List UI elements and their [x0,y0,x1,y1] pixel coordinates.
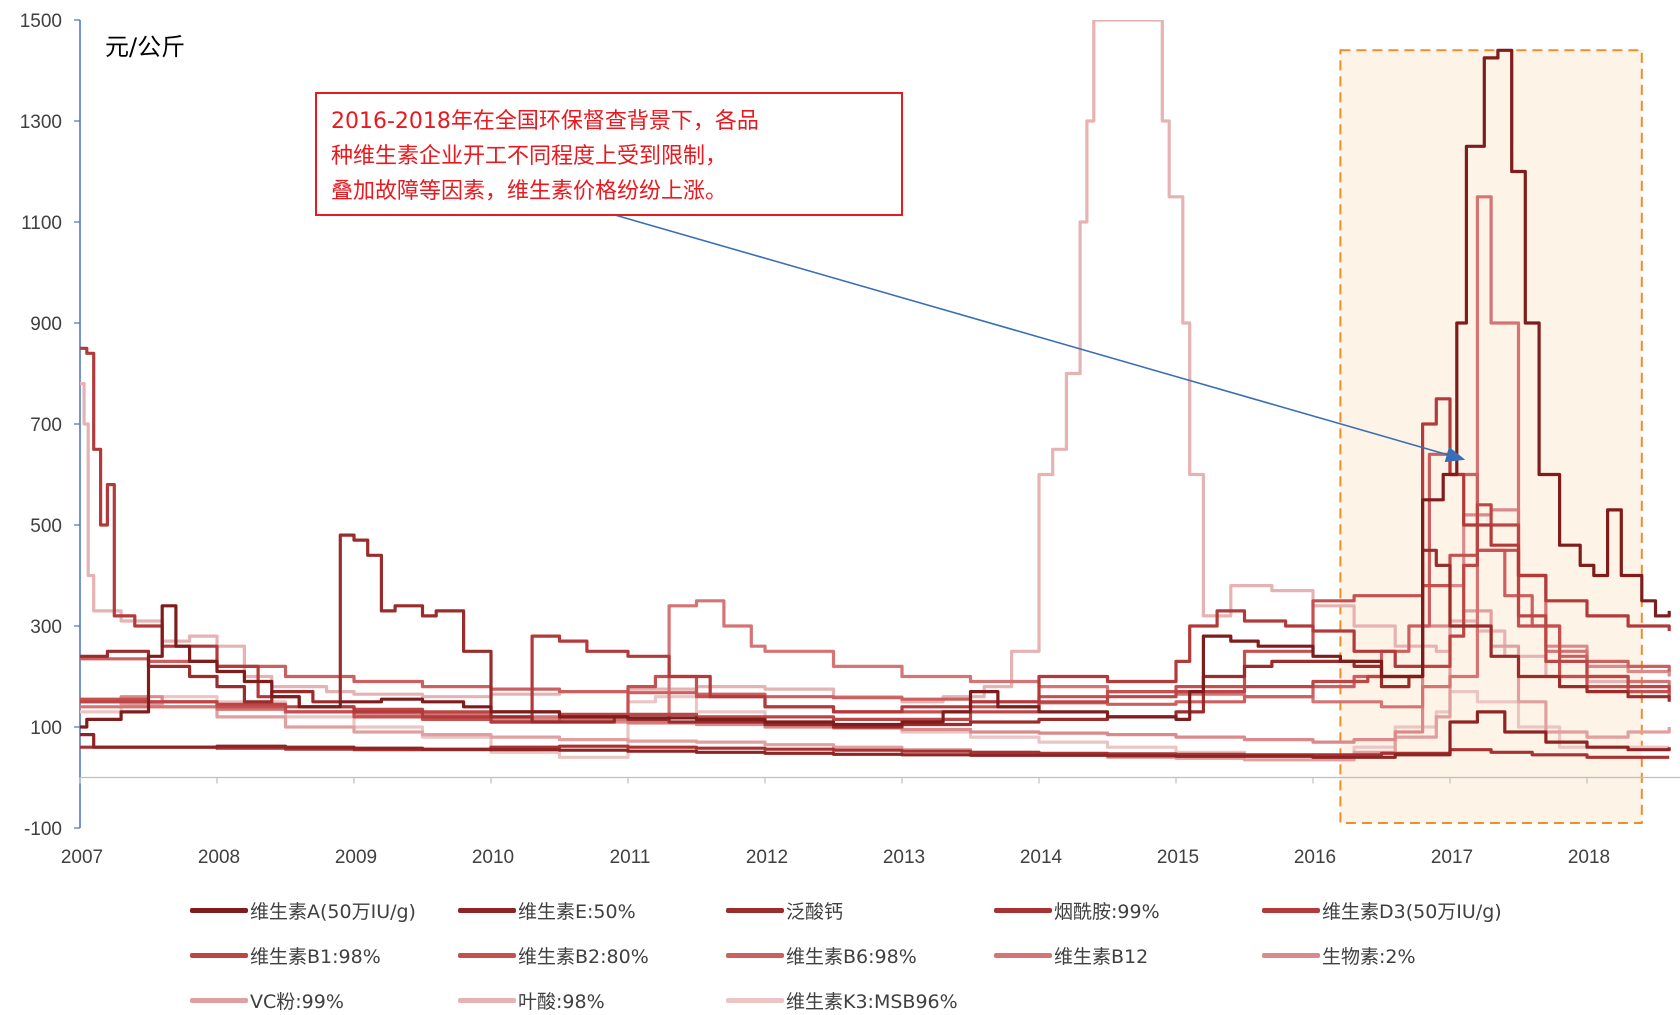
legend-swatch [458,952,516,958]
legend-label: 维生素K3:MSB96% [786,990,958,1013]
legend-swatch [190,907,248,913]
legend-label: 生物素:2% [1322,945,1416,968]
legend-swatch [1262,952,1320,958]
series-line [80,48,1671,729]
legend-item: VC粉:99% [190,985,344,1015]
x-tick-label: 2010 [472,847,514,868]
annotation-callout: 2016-2018年在全国环保督查背景下，各品 种维生素企业开工不同程度上受到限… [315,92,903,216]
series-line [80,452,1671,706]
highlight-box [1339,49,1643,824]
x-tick-label: 2016 [1294,847,1336,868]
legend-item: 维生素E:50% [458,895,636,925]
y-tick-label: 700 [30,415,62,436]
legend-label: 维生素E:50% [518,900,636,923]
legend-swatch [1262,907,1320,913]
legend-item: 生物素:2% [1262,940,1416,970]
y-tick-label: 1100 [21,213,62,234]
y-tick-label: 500 [30,516,62,537]
legend-label: 维生素B6:98% [786,945,917,968]
legend-item: 泛酸钙 [726,895,843,925]
legend-label: 维生素B2:80% [518,945,649,968]
x-tick-label: 2007 [61,847,103,868]
x-tick-label: 2015 [1157,847,1199,868]
legend-label: 维生素D3(50万IU/g) [1322,900,1502,923]
x-tick-label: 2017 [1431,847,1473,868]
x-tick-label: 2014 [1020,847,1063,868]
legend-swatch [994,907,1052,913]
y-axis-unit-label: 元/公斤 [105,33,185,61]
x-tick-label: 2009 [335,847,377,868]
y-tick-label: 300 [30,617,62,638]
legend-item: 叶酸:98% [458,985,605,1015]
y-tick-label: 1500 [20,11,62,32]
legend-item: 维生素D3(50万IU/g) [1262,895,1502,925]
y-tick-label: 900 [30,314,62,335]
legend-label: 维生素B1:98% [250,945,381,968]
x-tick-label: 2008 [198,847,240,868]
legend-label: 烟酰胺:99% [1054,900,1160,923]
legend-swatch [458,997,516,1003]
legend-label: 维生素A(50万IU/g) [250,900,416,923]
chart-legend: 维生素A(50万IU/g) 维生素E:50% 泛酸钙 烟酰胺:99% 维生素D3(50万… [0,895,1680,1015]
annotation-arrow [600,210,1466,463]
legend-swatch [458,907,516,913]
x-tick-label: 2013 [883,847,925,868]
legend-swatch [726,907,784,913]
legend-item: 维生素B1:98% [190,940,381,970]
legend-swatch [726,952,784,958]
legend-item: 维生素B2:80% [458,940,649,970]
legend-label: 泛酸钙 [786,900,844,923]
y-tick-label: -100 [24,819,62,840]
legend-swatch [190,997,248,1003]
line-chart: -100 100 300 500 700 900 1100 1300 1500 2007 2008 2… [20,11,1680,868]
annotation-line-3: 叠加故障等因素，维生素价格纷纷上涨。 [331,179,728,204]
legend-item: 烟酰胺:99% [994,895,1160,925]
x-tick-label: 2012 [746,847,788,868]
legend-label: 维生素B12 [1054,945,1149,968]
legend-item: 维生素A(50万IU/g) [190,895,416,925]
y-tick-label: 1300 [20,112,62,133]
legend-item: 维生素K3:MSB96% [726,985,958,1015]
legend-label: VC粉:99% [250,990,344,1013]
legend-swatch [726,997,784,1003]
legend-swatch [994,952,1052,958]
legend-swatch [190,952,248,958]
series-line [80,710,1671,759]
y-tick-label: 100 [30,718,62,739]
annotation-line-2: 种维生素企业开工不同程度上受到限制， [331,144,728,169]
legend-label: 叶酸:98% [518,990,605,1013]
x-tick-label: 2018 [1568,847,1610,868]
x-tick-label: 2011 [610,847,651,868]
legend-item: 维生素B6:98% [726,940,917,970]
annotation-line-1: 2016-2018年在全国环保督查背景下，各品 [331,109,759,134]
legend-item: 维生素B12 [994,940,1148,970]
